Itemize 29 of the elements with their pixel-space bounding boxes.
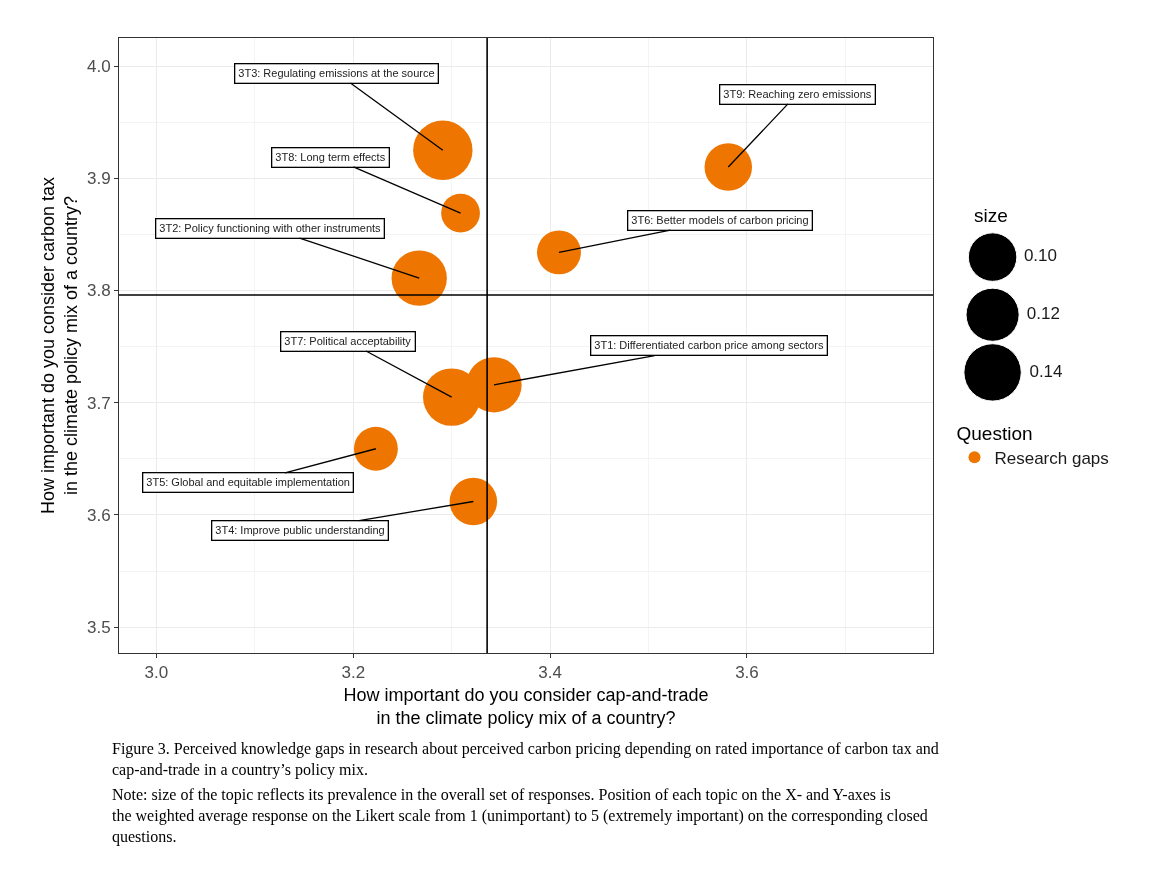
annotation: 3T4: Improve public understanding	[215, 524, 385, 537]
y-tick-label: 3.8	[86, 281, 111, 301]
caption: Figure 3. Perceived knowledge gaps in research about perceived carbon pricing depending on rated importance of carbon tax and cap-and-trade in a country’s policy mix.	[112, 740, 939, 779]
y-tick-label: 3.9	[86, 169, 111, 189]
text: Note: size of the topic reflects its prevalence in the overall set of responses. Position of each topic on the X- and Y-axes is the weighted average response on the Likert scale from 1 (unimportant) to 5 (extremely important) on the corresponding closed questions.	[112, 786, 928, 846]
x-tick-label: 3.0	[144, 663, 169, 683]
y-axis-title: How important do you consider carbon tax in the climate policy mix of a country?	[37, 176, 82, 515]
legend-label: 0.14	[1029, 361, 1063, 381]
legend-label: 0.12	[1026, 304, 1060, 323]
legend-label: Research gaps	[994, 448, 1109, 468]
y-tick-label: 3.7	[86, 393, 111, 413]
y-tick-label: 3.5	[86, 618, 111, 638]
annotation: 3T1: Differentiated carbon price among sectors	[594, 339, 824, 352]
annotation: 3T8: Long term effects	[275, 151, 386, 164]
annotation: 3T3: Regulating emissions at the source	[238, 67, 435, 80]
legend-label: 0.10	[1023, 246, 1057, 266]
annotation: 3T9: Reaching zero emissions	[723, 88, 872, 101]
x-axis-title: How important do you consider cap-and-trade in the climate policy mix of a country?	[343, 684, 709, 728]
x-tick-label: 3.2	[341, 663, 366, 683]
annotation: 3T6: Better models of carbon pricing	[631, 214, 809, 227]
x-tick-label: 3.6	[735, 663, 759, 683]
annotation: 3T2: Policy functioning with other instruments	[159, 222, 382, 235]
y-tick-label: 3.6	[86, 505, 111, 525]
x-tick-label: 3.4	[538, 663, 562, 683]
y-tick-label: 4.0	[86, 57, 111, 77]
legend-title: Question	[956, 422, 1033, 444]
annotation: 3T5: Global and equitable implementation	[146, 476, 350, 489]
text: size	[974, 205, 1008, 226]
annotation: 3T7: Political acceptability	[284, 335, 412, 348]
